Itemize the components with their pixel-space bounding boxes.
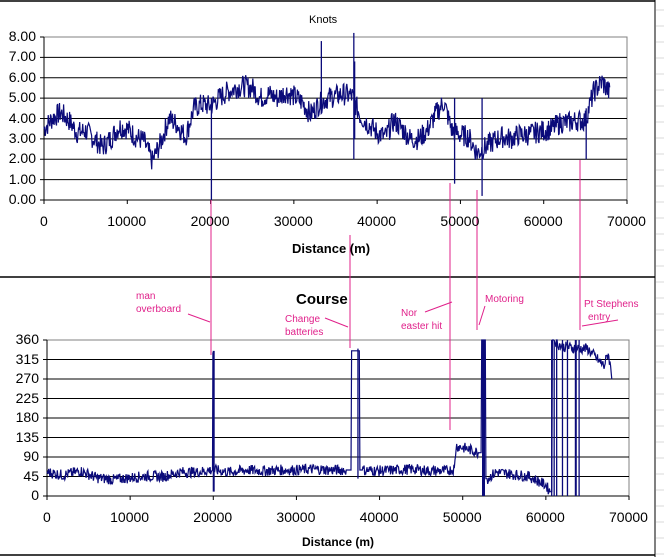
x-tick-label: 30000 (276, 509, 316, 525)
x-tick-label: 10000 (110, 509, 150, 525)
y-tick-label: 3.00 (8, 129, 36, 146)
y-tick-label: 5.00 (8, 89, 36, 106)
x-tick-label: 70000 (607, 213, 646, 229)
y-tick-label: 0.00 (8, 191, 36, 207)
x-tick-label: 10000 (107, 213, 147, 229)
x-tick-label: 70000 (609, 509, 648, 525)
y-tick-label: 7.00 (8, 48, 36, 65)
x-tick-label: 40000 (359, 509, 399, 525)
annotation-text-line: Change (285, 314, 321, 325)
x-tick-label: 0 (43, 509, 51, 525)
annotation-text-line: entry (588, 312, 611, 323)
y-tick-label: 6.00 (8, 68, 36, 85)
x-tick-label: 20000 (190, 213, 230, 229)
annotation-text-line: Pt Stephens (584, 299, 639, 310)
y-tick-label: 90 (23, 448, 39, 464)
y-tick-label: 45 (23, 467, 39, 484)
annotation-text-line: Nor (401, 308, 418, 319)
x-tick-label: 60000 (523, 213, 563, 229)
course-plot-area (43, 339, 630, 500)
y-tick-label: 4.00 (8, 109, 36, 126)
x-tick-label: 20000 (193, 509, 233, 525)
annotation-man-overboard: man overboard (136, 290, 181, 316)
y-tick-label: 0 (31, 487, 39, 503)
annotation-nor-easter: Nor easter hit (401, 307, 442, 333)
knots-x-axis-title: Distance (m) (292, 241, 371, 256)
y-tick-label: 2.00 (8, 150, 36, 167)
y-tick-label: 225 (15, 389, 39, 406)
annotation-text-line: overboard (136, 304, 182, 315)
x-tick-label: 30000 (273, 213, 313, 229)
y-tick-label: 315 (15, 350, 39, 367)
y-tick-label: 1.00 (8, 170, 36, 187)
annotation-text-line: easter hit (401, 321, 443, 332)
knots-chart-title: Knots (309, 14, 338, 26)
x-tick-label: 40000 (357, 213, 397, 229)
annotation-pt-stephens: Pt Stephens entry (584, 298, 638, 324)
annotation-text-line: batteries (285, 327, 324, 338)
x-tick-label: 50000 (440, 213, 480, 229)
x-tick-label: 60000 (525, 509, 565, 525)
course-chart-title: Course (296, 291, 348, 308)
y-tick-label: 135 (15, 428, 39, 445)
annotation-motoring: Motoring (485, 294, 524, 305)
x-tick-label: 0 (40, 213, 48, 229)
annotation-change-batteries: Change batteries (285, 313, 323, 339)
annotation-lines (187, 160, 619, 430)
y-tick-label: 270 (15, 370, 39, 386)
y-tick-label: 8.00 (8, 28, 36, 44)
course-x-axis-title: Distance (m) (302, 535, 375, 549)
annotation-text-line: man (136, 291, 156, 302)
y-tick-label: 360 (15, 331, 39, 347)
knots-plot-area (40, 32, 628, 204)
y-tick-label: 180 (15, 409, 39, 425)
x-tick-label: 50000 (442, 509, 482, 525)
